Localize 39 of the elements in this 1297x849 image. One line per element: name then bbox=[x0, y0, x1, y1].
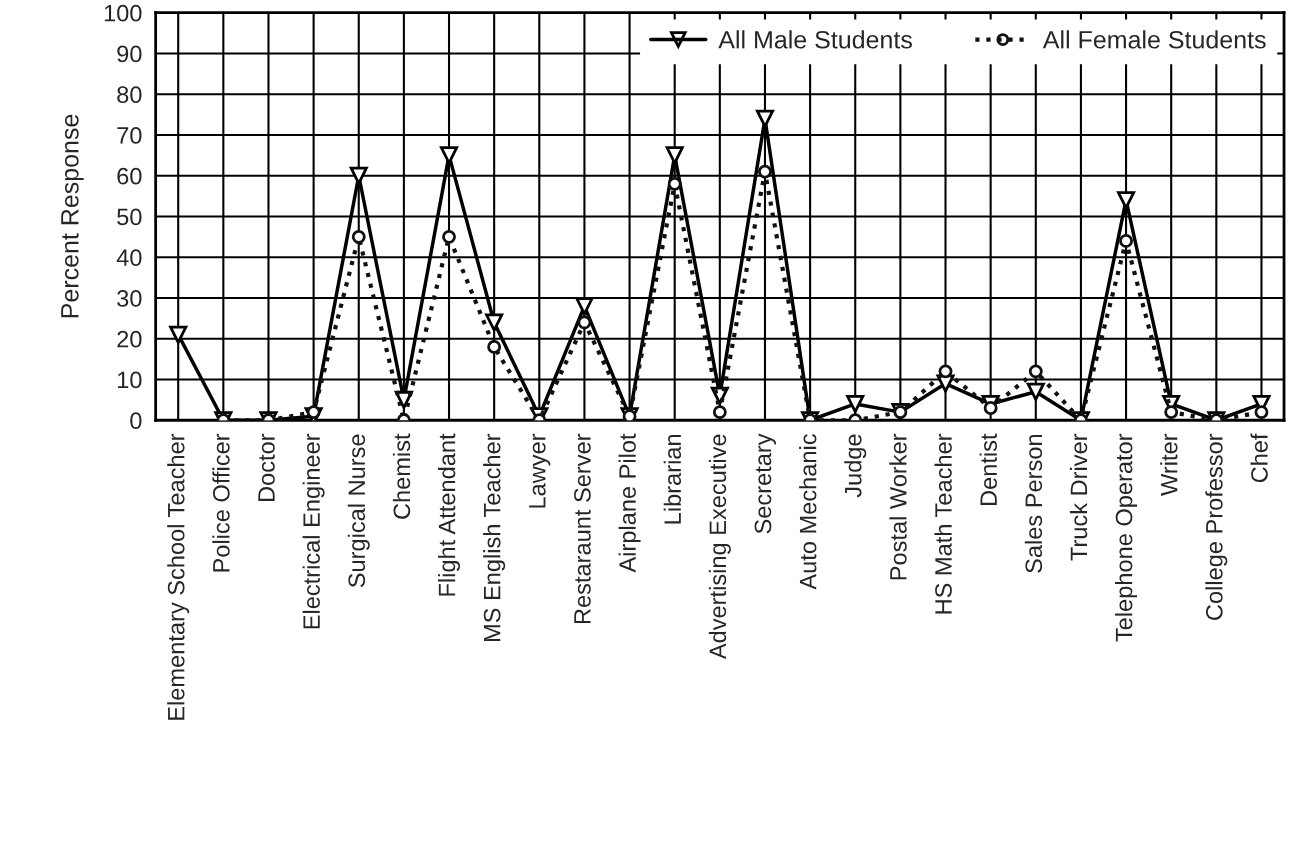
y-tick-label: 80 bbox=[117, 86, 142, 104]
y-tick-label: 60 bbox=[117, 167, 142, 185]
x-tick-label: Sales Person bbox=[1024, 434, 1043, 573]
legend-label: All Male Students bbox=[718, 30, 912, 49]
x-tick-label: Police Officer bbox=[212, 433, 230, 572]
x-tick-label: Truck Driver bbox=[1069, 433, 1088, 561]
x-tick-label: Dentist bbox=[979, 433, 997, 505]
x-tick-label: Writer bbox=[1160, 433, 1178, 496]
x-tick-label: Airplane Pilot bbox=[618, 433, 641, 573]
y-axis-title: Percent Response bbox=[61, 114, 84, 318]
x-tick-label: Telephone Operator bbox=[1115, 433, 1138, 642]
x-tick-label: Librarian bbox=[663, 434, 682, 524]
x-tick-label: Electrical Engineer bbox=[302, 433, 325, 629]
x-tick-label: College Professor bbox=[1205, 433, 1228, 620]
y-tick-label: 10 bbox=[117, 371, 142, 389]
x-tick-label: Postal Worker bbox=[889, 433, 907, 580]
x-tick-label: Elementary School Teacher bbox=[167, 433, 190, 720]
x-tick-label: Secretary bbox=[754, 433, 776, 534]
x-tick-label: Flight Attendant bbox=[438, 433, 461, 596]
x-tick-label: Doctor bbox=[258, 433, 275, 502]
x-tick-label: Judge bbox=[844, 434, 867, 498]
y-tick-label: 50 bbox=[117, 208, 142, 226]
x-tick-label: MS English Teacher bbox=[483, 433, 506, 642]
x-tick-label: Chemist bbox=[392, 433, 411, 519]
y-tick-label: 0 bbox=[130, 412, 142, 430]
y-tick-label: 20 bbox=[117, 330, 142, 348]
y-tick-label: 40 bbox=[116, 249, 142, 267]
y-tick-label: 90 bbox=[117, 45, 142, 63]
x-tick-label: Surgical Nurse bbox=[347, 434, 370, 588]
x-tick-label: Advertising Executive bbox=[708, 434, 731, 660]
y-tick-label: 70 bbox=[117, 127, 142, 144]
x-tick-label: Restaraunt Server bbox=[574, 433, 591, 624]
x-tick-label: Chef bbox=[1250, 433, 1268, 483]
x-tick-label: Lawyer bbox=[529, 433, 551, 508]
legend-label: All Female Students bbox=[1042, 30, 1266, 49]
x-tick-label: Auto Mechanic bbox=[799, 434, 817, 590]
x-tick-label: HS Math Teacher bbox=[934, 433, 952, 614]
y-tick-label: 30 bbox=[117, 290, 142, 307]
y-tick-label: 100 bbox=[104, 4, 142, 22]
